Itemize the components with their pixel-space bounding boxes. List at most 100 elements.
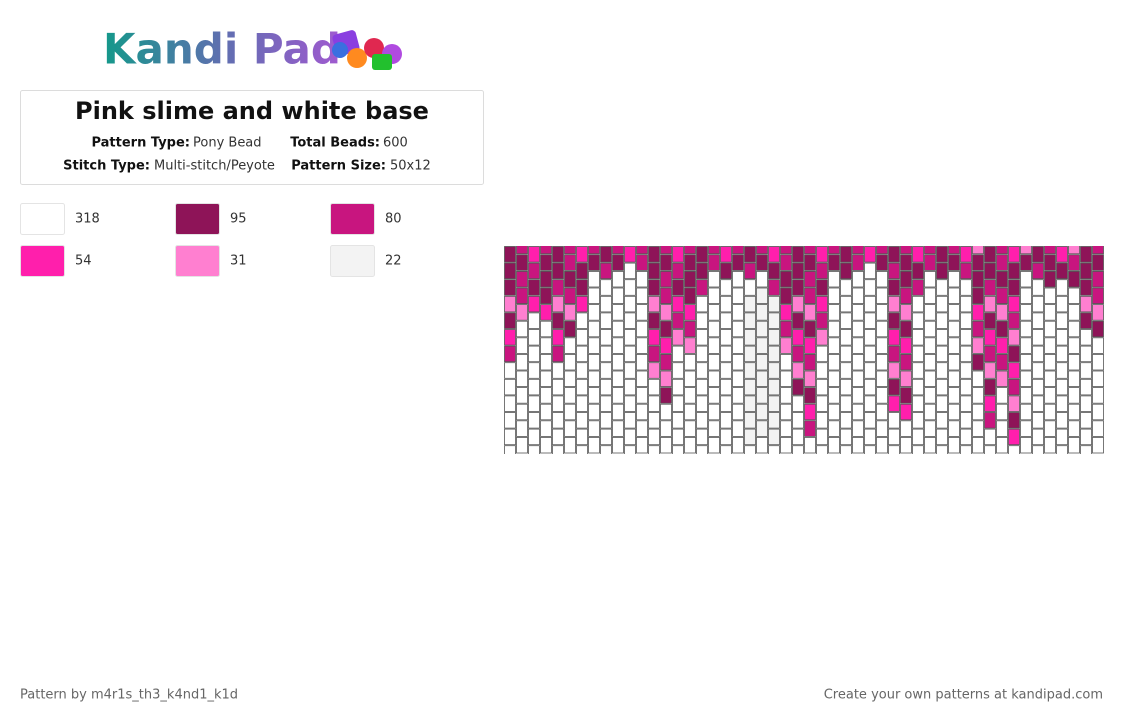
bead [1044,320,1056,338]
bead [780,254,792,271]
bead [996,403,1008,421]
bead [888,262,900,280]
bead [1032,428,1044,446]
bead [852,420,864,437]
bead [936,279,948,296]
bead [984,312,996,329]
bead [636,320,648,338]
bead [624,262,636,280]
bead [660,270,672,288]
bead [648,412,660,429]
bead [708,370,720,388]
bead [888,345,900,363]
bead [1092,287,1104,305]
bead [684,287,696,305]
bead [1056,279,1068,296]
bead [672,395,684,412]
legend-count: 80 [385,212,402,227]
bead [660,320,672,338]
bead [768,329,780,346]
bead [1008,378,1020,396]
bead [648,445,660,454]
bead [552,312,564,329]
bead [1020,254,1032,271]
bead [792,295,804,313]
bead [792,345,804,363]
bead [972,270,984,288]
bead [612,387,624,404]
bead [768,395,780,412]
legend-swatch [330,245,375,277]
bead [624,428,636,446]
bead [720,378,732,396]
bead [960,345,972,363]
bead [540,403,552,421]
bead [792,329,804,346]
bead [948,287,960,305]
bead [888,395,900,412]
bead [624,329,636,346]
bead [864,246,876,263]
bead [636,420,648,437]
bead [984,395,996,412]
bead [804,403,816,421]
bead [816,279,828,296]
bead [732,304,744,321]
bead [792,246,804,263]
bead [624,395,636,412]
bead [684,337,696,354]
bead [1092,353,1104,371]
bead [888,295,900,313]
bead [816,445,828,454]
bead [1068,304,1080,321]
bead [528,428,540,446]
bead [960,412,972,429]
bead [828,304,840,321]
bead [996,246,1008,255]
bead [876,403,888,421]
bead [840,246,852,263]
bead [672,362,684,379]
bead [756,246,768,255]
bead [600,312,612,329]
bead [624,295,636,313]
bead [888,378,900,396]
bead [1008,445,1020,454]
bead [540,304,552,321]
bead [588,403,600,421]
bead [744,345,756,363]
bead [804,246,816,255]
bead [864,262,876,280]
bead [672,246,684,263]
legend-count: 95 [230,212,247,227]
bead [612,403,624,421]
bead [1032,445,1044,454]
bead [708,337,720,354]
bead [804,436,816,454]
bead [744,378,756,396]
bead [948,387,960,404]
bead [924,304,936,321]
bead [612,304,624,321]
bead [900,420,912,437]
bead [804,337,816,354]
bead [528,378,540,396]
bead [852,403,864,421]
bead [708,403,720,421]
bead [504,312,516,329]
bead [1056,262,1068,280]
bead [864,428,876,446]
bead [576,428,588,446]
bead [744,246,756,263]
bead [1092,420,1104,437]
bead [672,378,684,396]
bead [720,312,732,329]
bead [1020,246,1032,255]
bead [684,246,696,255]
bead [516,387,528,404]
bead [972,436,984,454]
bead [948,370,960,388]
bead [588,420,600,437]
bead [672,329,684,346]
bead [1008,246,1020,263]
